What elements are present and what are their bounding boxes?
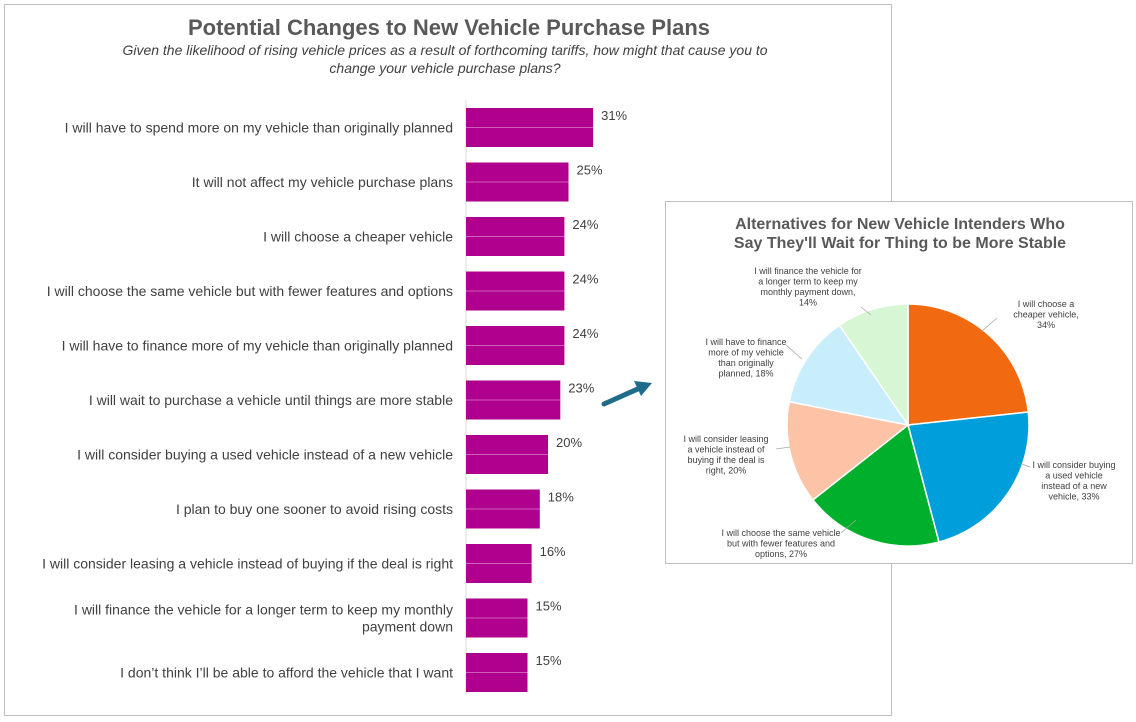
bar-value-label: 23% <box>568 381 594 396</box>
pie-slice-label: a used vehicle <box>1045 471 1103 481</box>
bar-category-label: I will consider leasing a vehicle instea… <box>42 556 453 572</box>
pie-slice-label: I will choose a <box>1018 299 1075 309</box>
pie-slice-label: a longer term to keep my <box>758 277 858 287</box>
bar-category-label: I will choose the same vehicle but with … <box>47 283 453 299</box>
pie-chart-title-line: Alternatives for New Vehicle Intenders W… <box>735 216 1065 233</box>
pie-leader-line <box>980 317 998 333</box>
pie-slice <box>907 303 1030 426</box>
bar-category-label: I will have to spend more on my vehicle … <box>65 120 453 136</box>
bar-category-label: payment down <box>362 619 453 635</box>
pie-slice-label: I will choose the same vehicle <box>721 528 840 538</box>
bar-value-label: 31% <box>601 108 627 123</box>
bar-chart-subtitle-line: Given the likelihood of rising vehicle p… <box>122 42 768 58</box>
bar-value-label: 24% <box>572 272 598 287</box>
pie-slice-label: I will finance the vehicle for <box>754 266 862 276</box>
pie-slice-label: than originally <box>718 358 774 368</box>
bar-category-label: I plan to buy one sooner to avoid rising… <box>176 501 453 517</box>
pie-slice-label: instead of a new <box>1041 481 1107 491</box>
bar-category-label: I will have to finance more of my vehicl… <box>62 338 453 354</box>
bar-chart-plot: 31% I will have to spend more on my vehic… <box>42 100 628 695</box>
arrow-icon <box>601 381 652 407</box>
pie-slice <box>786 400 910 501</box>
pie-leader-line <box>860 306 872 316</box>
bar-value-label: 20% <box>556 435 582 450</box>
bar-value-label: 15% <box>536 653 562 668</box>
bar-value-label: 18% <box>548 490 574 505</box>
pie-slice <box>907 411 1030 543</box>
bar-category-label: I will choose a cheaper vehicle <box>263 229 453 245</box>
bar-category-label: I will consider buying a used vehicle in… <box>77 447 453 463</box>
bar-value-label: 15% <box>536 599 562 614</box>
pie-leader-line <box>1021 463 1031 468</box>
pie-slice-label: I will have to finance <box>705 337 786 347</box>
pie-slice-label: I will consider leasing <box>683 434 768 444</box>
pie-slice-label: a vehicle instead of <box>687 445 765 455</box>
pie-slice <box>811 423 940 547</box>
pie-chart-title: Alternatives for New Vehicle Intenders W… <box>666 215 1134 253</box>
pie-leader-line <box>785 344 803 360</box>
bar-chart-subtitle: Given the likelihood of rising vehicle p… <box>95 41 795 77</box>
pie-chart-panel: Alternatives for New Vehicle Intenders W… <box>665 201 1133 564</box>
pie-chart-title-line: Say They'll Wait for Thing to be More St… <box>733 235 1067 252</box>
pie-slice-label: 14% <box>799 298 817 308</box>
pie-slice-label: 34% <box>1037 320 1055 330</box>
bar-value-label: 24% <box>572 326 598 341</box>
pie-leader-line <box>840 519 857 534</box>
bar-value-label: 24% <box>572 217 598 232</box>
pie-slice-label: right, 20% <box>706 466 747 476</box>
pie-slice-label: buying if the deal is <box>687 455 765 465</box>
pie-slice-label: planned, 18% <box>718 369 773 379</box>
bar-category-label: It will not affect my vehicle purchase p… <box>192 174 453 190</box>
pie-slice-label: more of my vehicle <box>708 348 784 358</box>
bar-category-label: I will finance the vehicle for a longer … <box>74 602 453 618</box>
pie-slice-label: monthly payment down, <box>760 287 855 297</box>
pie-slice-label: options, 27% <box>755 549 807 559</box>
bar-chart-subtitle-line: change your vehicle purchase plans? <box>329 60 561 76</box>
bar-chart-title: Potential Changes to New Vehicle Purchas… <box>187 15 711 40</box>
pie-slice <box>838 303 909 428</box>
pie-leader-line <box>775 446 791 450</box>
pie-slice-label: I will consider buying <box>1032 460 1115 470</box>
pie-slice <box>788 324 910 427</box>
bar-category-label: I will wait to purchase a vehicle until … <box>89 392 453 408</box>
bar-category-label: I don’t think I’ll be able to afford the… <box>120 665 453 681</box>
bar-value-label: 25% <box>577 163 603 178</box>
pie-slice-label: cheaper vehicle, <box>1013 310 1079 320</box>
bar-value-label: 16% <box>540 544 566 559</box>
pie-slice-label: vehicle, 33% <box>1048 492 1099 502</box>
pie-slice-label: but with fewer features and <box>727 539 835 549</box>
